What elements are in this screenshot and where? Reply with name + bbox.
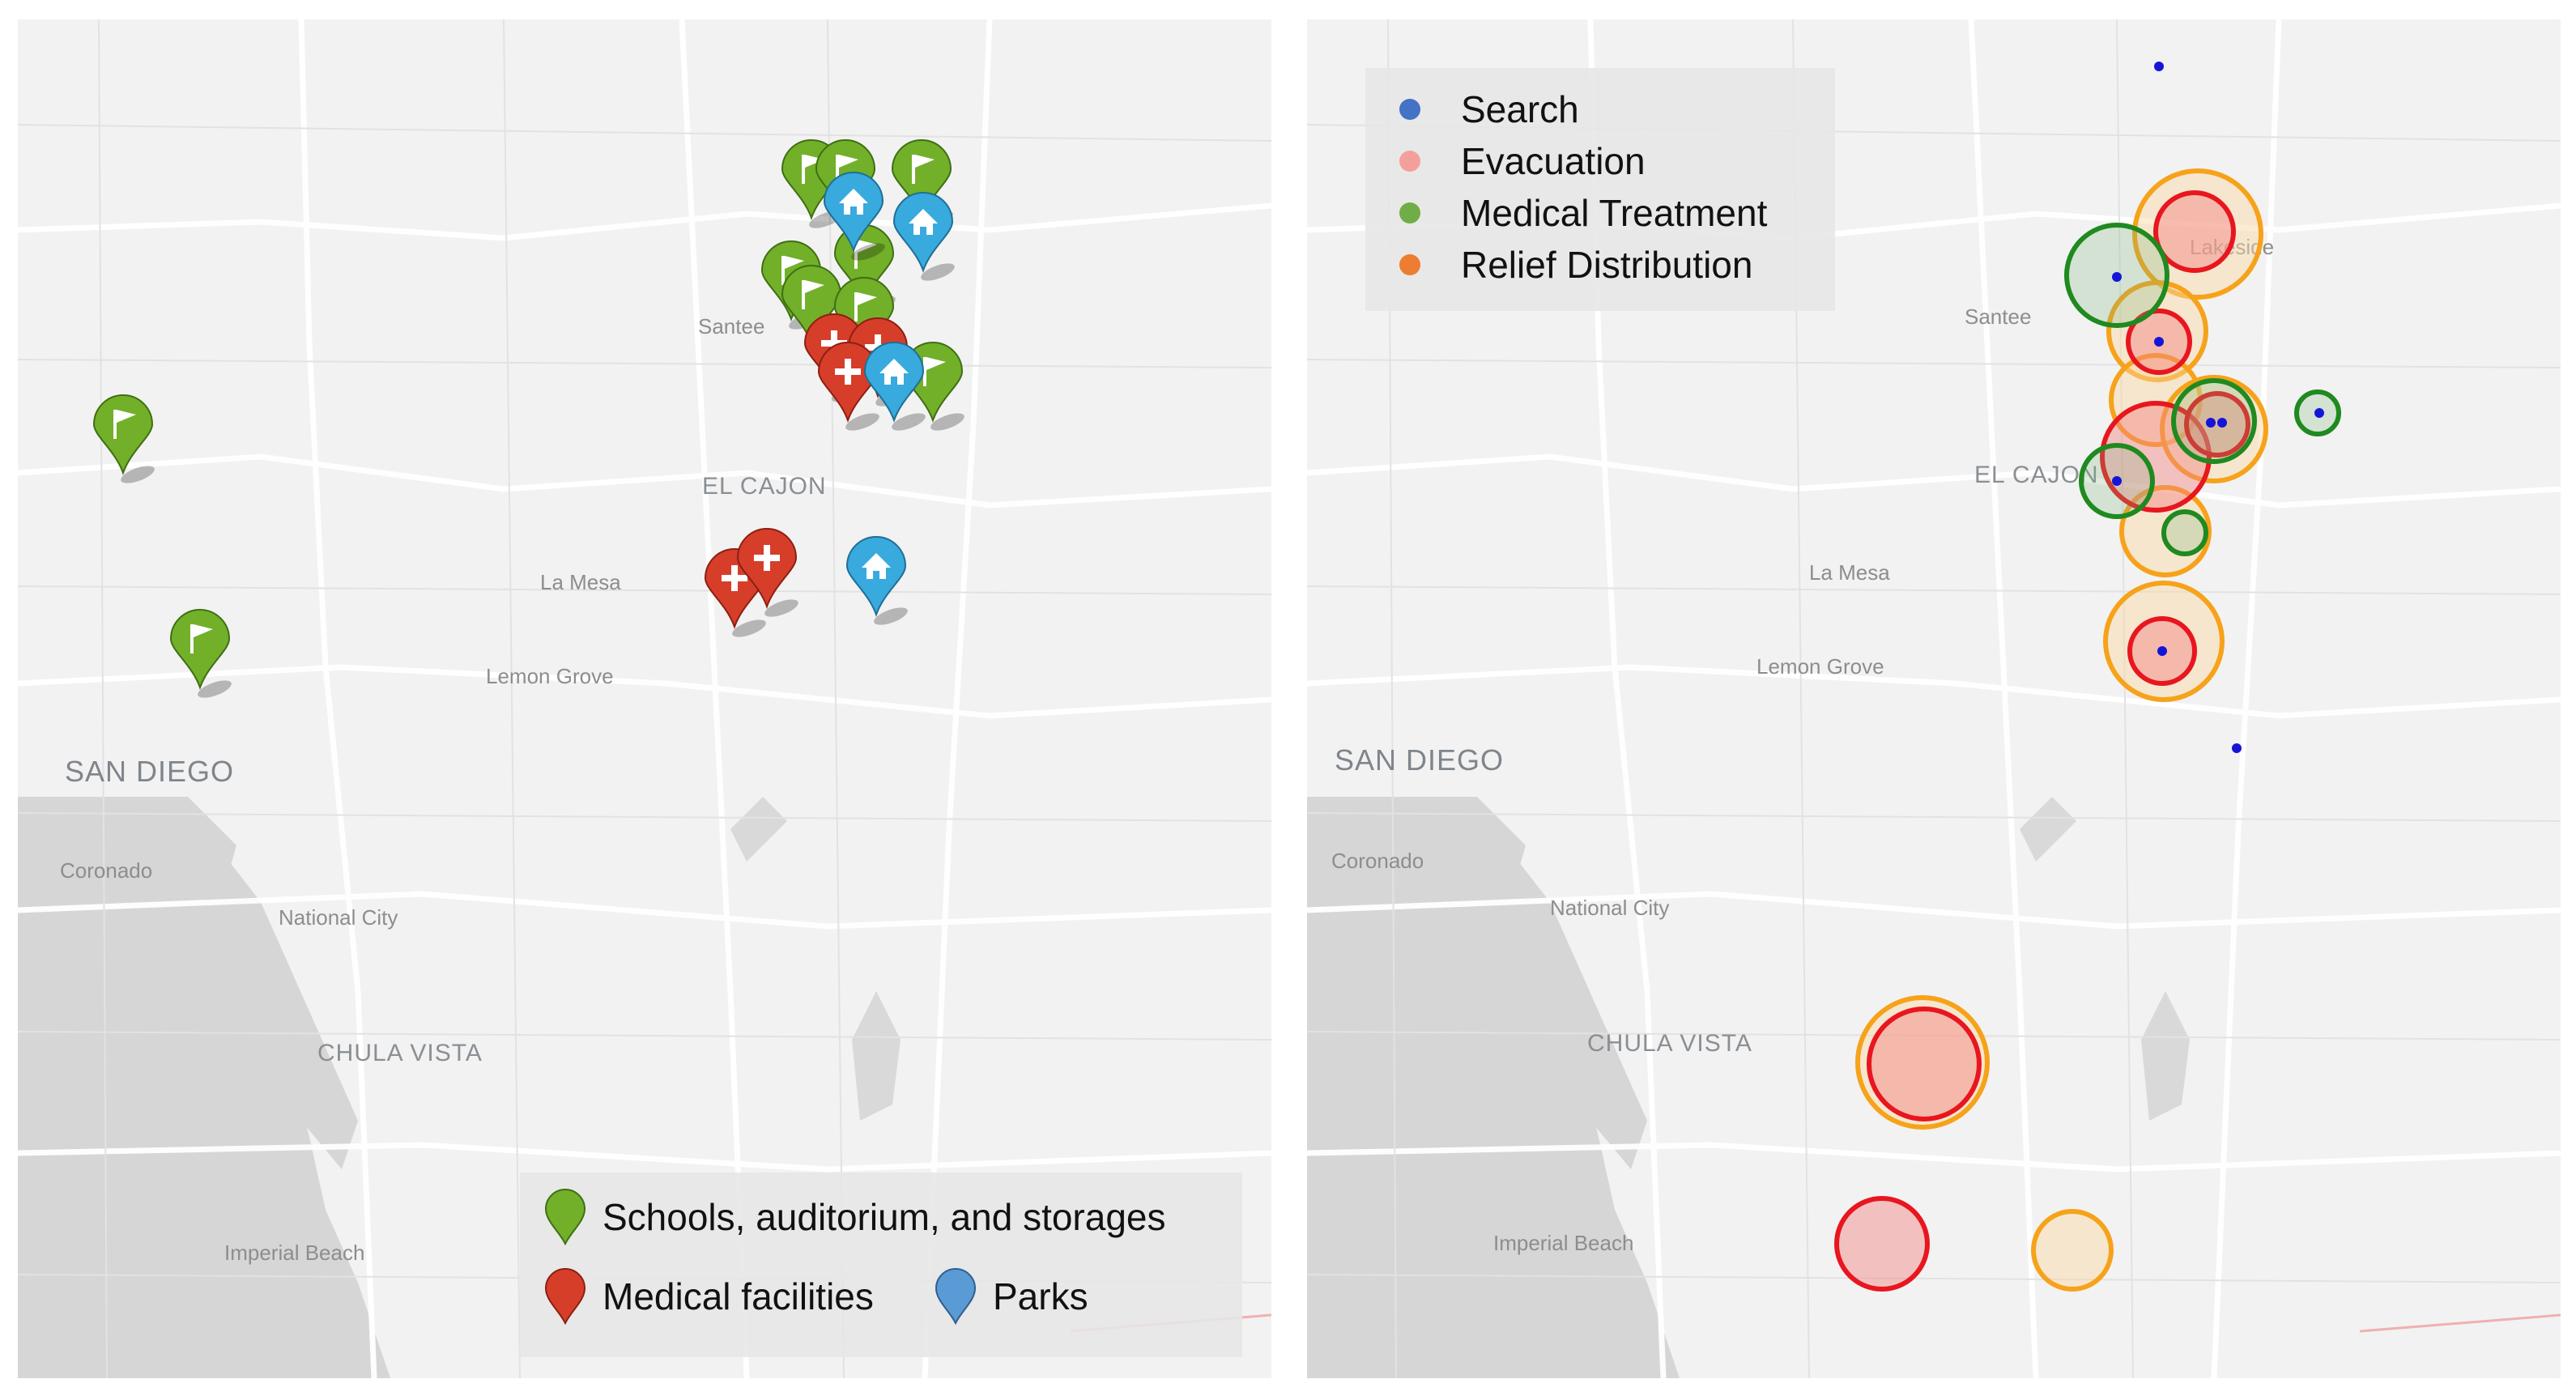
park-marker[interactable] xyxy=(845,536,909,628)
place-imperial-beach: Imperial Beach xyxy=(1493,1231,1634,1255)
flag-icon xyxy=(802,155,824,184)
park-marker[interactable] xyxy=(892,192,956,284)
place-chula-vista: CHULA VISTA xyxy=(317,1040,483,1066)
red-marker-icon xyxy=(544,1268,586,1325)
search-point[interactable] xyxy=(2112,476,2122,486)
medical-marker[interactable] xyxy=(817,342,881,434)
home-icon xyxy=(909,209,938,235)
legend-label-evacuation: Evacuation xyxy=(1461,140,1646,182)
medical-treatment-dot-icon xyxy=(1399,202,1420,223)
relief-distribution-dot-icon xyxy=(1399,254,1420,275)
evacuation-circle[interactable] xyxy=(1834,1196,1930,1292)
place-el-cajon: EL CAJON xyxy=(702,473,827,500)
medical-marker[interactable] xyxy=(736,528,800,620)
search-point[interactable] xyxy=(2232,743,2242,753)
flag-icon xyxy=(854,292,877,321)
flag-icon xyxy=(923,357,946,386)
legend-label-medical-treatment: Medical Treatment xyxy=(1461,192,1768,234)
facility-map[interactable]: Santee EL CAJON La Mesa Lemon Grove SAN … xyxy=(18,19,1271,1378)
plus-icon xyxy=(821,330,847,356)
operations-map[interactable]: Santee EL CAJON La Mesa Lemon Grove SAN … xyxy=(1307,19,2561,1378)
place-national-city: National City xyxy=(1550,896,1670,920)
plus-icon xyxy=(722,565,747,591)
place-la-mesa: La Mesa xyxy=(1809,560,1890,585)
legend-label-parks: Parks xyxy=(993,1275,1088,1317)
search-point[interactable] xyxy=(2157,646,2167,656)
place-lemon-grove: Lemon Grove xyxy=(486,664,614,688)
search-point[interactable] xyxy=(2112,272,2122,282)
flag-icon xyxy=(190,624,213,653)
place-chula-vista: CHULA VISTA xyxy=(1587,1030,1752,1057)
legend-item-evacuation: Evacuation xyxy=(1399,139,1646,183)
green-marker-icon xyxy=(544,1189,586,1245)
search-point[interactable] xyxy=(2217,418,2227,428)
operations-layer xyxy=(1834,62,2341,1292)
place-imperial-beach: Imperial Beach xyxy=(224,1241,365,1265)
place-san-diego: SAN DIEGO xyxy=(65,755,235,788)
place-coronado: Coronado xyxy=(1331,849,1424,873)
legend-item-search: Search xyxy=(1399,87,1579,131)
relief-distribution-circle[interactable] xyxy=(1855,995,1990,1130)
search-point[interactable] xyxy=(2206,418,2216,428)
legend-item-medical: Medical facilities xyxy=(543,1268,874,1325)
park-marker[interactable] xyxy=(863,342,927,434)
legend-label-search: Search xyxy=(1461,88,1579,130)
place-el-cajon: EL CAJON xyxy=(1974,462,2099,488)
place-coronado: Coronado xyxy=(60,858,153,883)
legend-label-medical: Medical facilities xyxy=(602,1275,874,1317)
flag-icon xyxy=(912,155,935,184)
search-point[interactable] xyxy=(2154,62,2164,71)
evacuation-circle[interactable] xyxy=(2153,190,2236,273)
place-santee: Santee xyxy=(1965,304,2032,329)
evacuation-circle[interactable] xyxy=(2184,391,2250,458)
school-marker[interactable] xyxy=(169,609,233,701)
flag-icon xyxy=(836,155,858,184)
medical-treatment-circle[interactable] xyxy=(2161,509,2208,556)
evacuation-circle[interactable] xyxy=(2100,401,2212,513)
place-la-mesa: La Mesa xyxy=(540,570,621,594)
search-point[interactable] xyxy=(2314,408,2324,418)
flag-icon xyxy=(802,280,824,309)
search-point[interactable] xyxy=(2154,337,2164,347)
school-marker[interactable] xyxy=(92,394,156,487)
flag-icon xyxy=(854,240,877,269)
place-lemon-grove: Lemon Grove xyxy=(1756,654,1884,679)
place-national-city: National City xyxy=(279,905,398,930)
legend-label-relief-distribution: Relief Distribution xyxy=(1461,244,1753,286)
plus-icon xyxy=(835,359,861,385)
home-icon xyxy=(862,553,891,579)
flag-icon xyxy=(113,410,136,439)
evacuation-dot-icon xyxy=(1399,151,1420,172)
relief-distribution-circle[interactable] xyxy=(2031,1209,2114,1292)
home-icon xyxy=(879,359,909,385)
home-icon xyxy=(839,189,868,215)
blue-marker-icon xyxy=(935,1268,977,1325)
plus-icon xyxy=(754,545,780,571)
legend-label-schools: Schools, auditorium, and storages xyxy=(602,1196,1166,1238)
operations-legend: Search Evacuation Medical Treatment Reli… xyxy=(1365,68,1835,311)
legend-item-schools: Schools, auditorium, and storages xyxy=(543,1189,1166,1245)
legend-item-parks: Parks xyxy=(933,1268,1088,1325)
legend-item-relief-distribution: Relief Distribution xyxy=(1399,243,1752,287)
evacuation-circle[interactable] xyxy=(1867,1007,1982,1121)
facility-legend: Schools, auditorium, and storages Medica… xyxy=(520,1173,1242,1357)
park-marker[interactable] xyxy=(823,172,887,264)
place-santee: Santee xyxy=(698,314,765,338)
place-san-diego: SAN DIEGO xyxy=(1335,743,1505,777)
legend-item-medical-treatment: Medical Treatment xyxy=(1399,191,1767,235)
marker-layer xyxy=(92,139,964,701)
search-dot-icon xyxy=(1399,99,1420,120)
flag-icon xyxy=(781,256,804,285)
